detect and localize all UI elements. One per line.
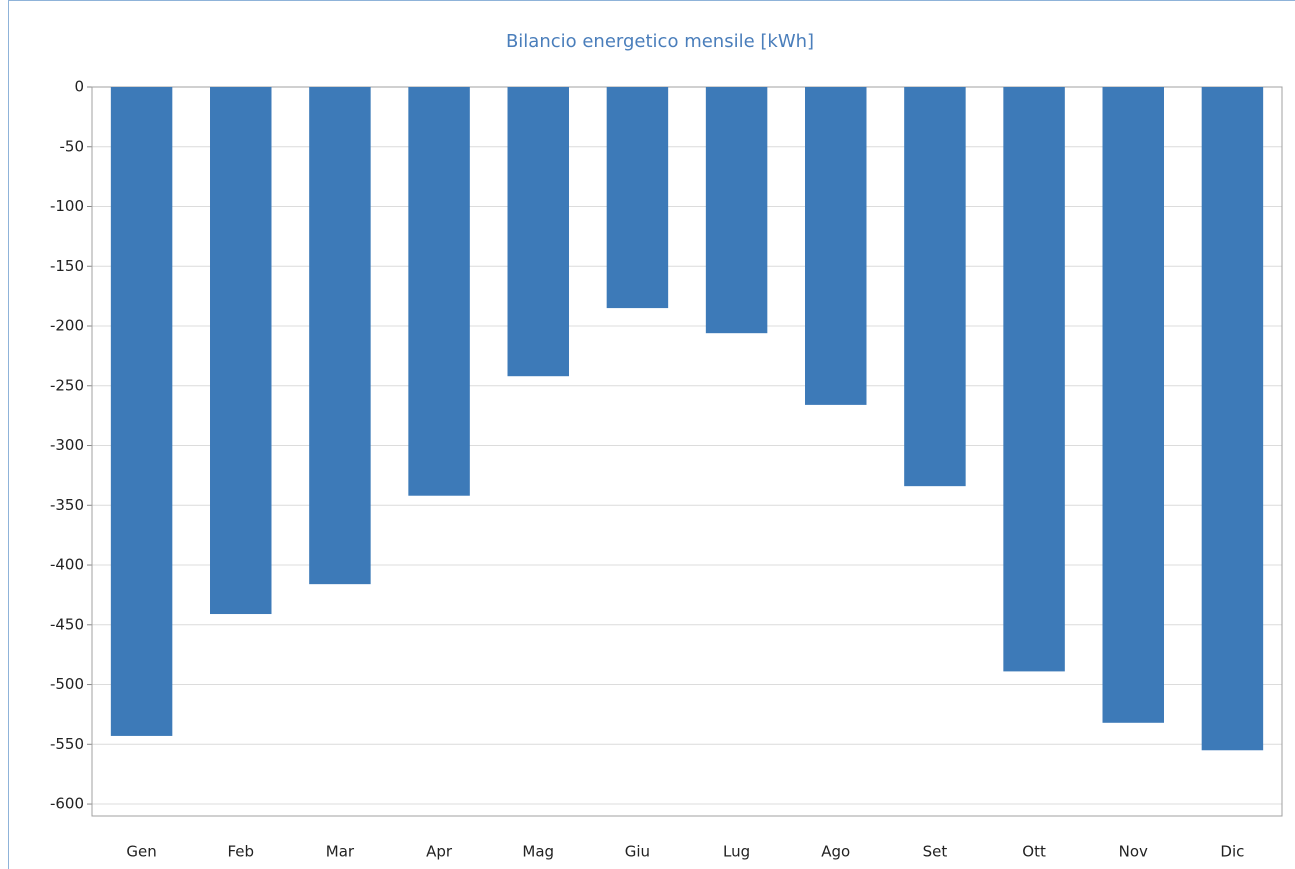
bar — [1102, 87, 1164, 723]
y-tick-label: 0 — [74, 78, 84, 96]
y-tick-label: -600 — [50, 795, 84, 813]
y-tick-label: -450 — [50, 615, 84, 633]
bar — [110, 87, 173, 736]
y-tick-label: -50 — [60, 137, 85, 155]
x-tick-label: Mag — [522, 843, 554, 861]
y-tick-label: -100 — [50, 197, 84, 215]
x-tick-label: Mar — [326, 843, 355, 861]
x-tick-label: Set — [923, 843, 948, 861]
bar — [1201, 87, 1264, 751]
x-tick-label: Apr — [426, 843, 453, 861]
bar — [606, 87, 669, 309]
x-tick-label: Nov — [1119, 843, 1148, 861]
x-tick-label: Ott — [1022, 843, 1046, 861]
y-tick-label: -350 — [50, 496, 84, 514]
bar — [309, 87, 371, 585]
chart-title: Bilancio energetico mensile [kWh] — [506, 31, 814, 52]
x-tick-label: Feb — [227, 843, 254, 861]
bar — [507, 87, 569, 377]
y-tick-label: -150 — [50, 257, 84, 275]
plot-frame — [91, 86, 1283, 817]
y-tick-label: -500 — [50, 675, 84, 693]
y-tick-label: -550 — [50, 735, 84, 753]
x-tick-label: Ago — [821, 843, 850, 861]
bar — [1003, 87, 1065, 672]
x-tick-label: Giu — [625, 843, 650, 861]
bar — [408, 87, 470, 496]
y-tick-label: -400 — [50, 556, 84, 574]
x-tick-label: Lug — [723, 843, 750, 861]
bar — [904, 87, 966, 487]
x-tick-label: Dic — [1220, 843, 1244, 861]
bar — [210, 87, 272, 615]
bar — [805, 87, 867, 405]
y-tick-label: -250 — [50, 376, 84, 394]
bar — [705, 87, 768, 334]
y-tick-label: -200 — [50, 317, 84, 335]
x-tick-label: Gen — [126, 843, 156, 861]
y-tick-label: -300 — [50, 436, 84, 454]
